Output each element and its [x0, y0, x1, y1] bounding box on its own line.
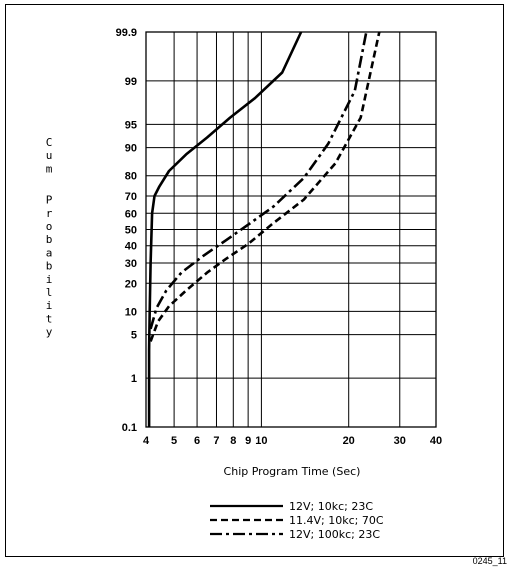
y-axis-label-char: a: [46, 246, 53, 259]
legend-label-1: 12V; 10kc; 23C: [289, 500, 373, 513]
y-tick-label: 0.1: [122, 422, 137, 434]
y-axis-label-char: l: [46, 286, 53, 299]
figure-frame: [5, 4, 504, 557]
x-tick-label: 20: [343, 435, 355, 447]
series-line-1: [147, 31, 303, 427]
y-tick-label: 60: [125, 208, 137, 220]
y-tick-label: 90: [125, 143, 137, 155]
y-tick-label: 99.9: [116, 27, 137, 39]
y-axis-label-char: y: [46, 326, 53, 339]
y-tick-labels: 0.1 1 5 10 20 30 40 50 60 70 80 90 95 99 99.9: [116, 27, 137, 434]
y-tick-label: 40: [125, 241, 137, 253]
y-axis-label-char: r: [46, 207, 53, 220]
legend-label-2: 11.4V; 10kc; 70C: [289, 514, 384, 527]
y-tick-label: 5: [131, 330, 137, 342]
y-axis-label-char: t: [46, 312, 53, 325]
x-tick-label: 6: [194, 435, 200, 447]
y-axis-label-char: m: [46, 162, 53, 175]
y-tick-label: 99: [125, 76, 137, 88]
x-tick-label: 7: [213, 435, 219, 447]
series-lines: [147, 31, 381, 427]
y-axis-label-char: u: [46, 149, 53, 162]
y-axis-label-char: P: [46, 194, 53, 207]
y-tick-label: 10: [125, 306, 137, 318]
y-axis-label-char: C: [46, 136, 53, 149]
plot-border: [145, 31, 437, 428]
legend-label-3: 12V; 100kc; 23C: [289, 528, 380, 541]
x-tick-label: 9: [245, 435, 251, 447]
figure-id: 0245_11: [472, 556, 507, 566]
x-tick-label: 40: [430, 435, 442, 447]
y-axis-label-char: o: [46, 220, 53, 233]
y-tick-label: 30: [125, 258, 137, 270]
y-axis-label-char: b: [46, 260, 53, 273]
series-line-3: [149, 31, 368, 330]
series-line-2: [149, 31, 381, 342]
y-tick-label: 80: [125, 171, 137, 183]
x-tick-labels: 4 5 6 7 8 9 10 20 30 40: [143, 435, 442, 447]
y-tick-label: 70: [125, 191, 137, 203]
y-axis-label-char: i: [46, 273, 53, 286]
y-tick-label: 95: [125, 119, 137, 131]
x-tick-label: 8: [230, 435, 236, 447]
x-tick-label: 5: [171, 435, 177, 447]
x-tick-label: 10: [255, 435, 267, 447]
y-tick-label: 1: [131, 373, 137, 385]
x-axis-label: Chip Program Time (Sec): [224, 465, 361, 478]
x-tick-label: 30: [394, 435, 406, 447]
y-axis-label-char: b: [46, 233, 53, 246]
x-tick-label: 4: [143, 435, 150, 447]
grid: [145, 31, 437, 428]
y-tick-label: 50: [125, 225, 137, 237]
y-axis-label-char: i: [46, 299, 53, 312]
y-tick-label: 20: [125, 278, 137, 290]
